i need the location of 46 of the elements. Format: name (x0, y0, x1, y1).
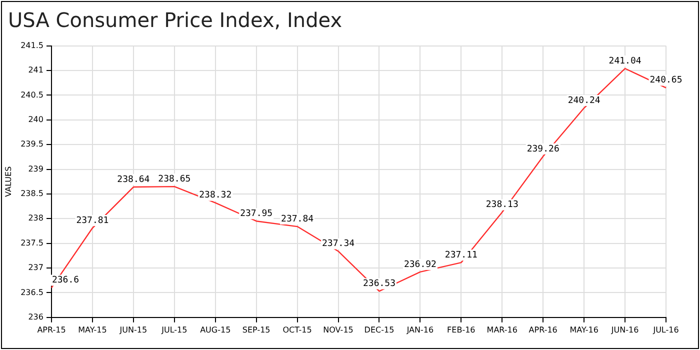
y-tick-label: 236 (28, 312, 44, 322)
x-tick-label: JUL-16 (652, 325, 679, 334)
x-tick-label: MAY-15 (78, 325, 107, 334)
x-tick-label: MAY-16 (570, 325, 598, 334)
y-tick-label: 238 (28, 214, 44, 223)
x-tick-label: FEB-16 (447, 325, 476, 334)
x-tick-label: OCT-15 (282, 325, 312, 334)
y-tick-label: 239.5 (20, 140, 44, 149)
y-tick-label: 236.5 (20, 288, 44, 297)
x-tick-label: NOV-15 (323, 325, 354, 334)
x-tick-label: MAR-16 (486, 325, 518, 334)
data-label: 237.34 (322, 239, 355, 250)
data-label: 239.26 (526, 144, 560, 154)
data-label: 237.81 (76, 216, 109, 226)
x-tick-label: APR-16 (528, 325, 558, 334)
y-axis-title: VALUES (4, 166, 13, 197)
data-label: 237.95 (240, 208, 273, 219)
data-label: 237.84 (281, 214, 314, 224)
data-label: 236.53 (362, 279, 396, 290)
x-tick-label: JAN-16 (406, 325, 434, 334)
y-tick-label: 237.5 (20, 238, 44, 248)
data-label: 236.92 (404, 260, 436, 270)
data-label: 238.32 (199, 190, 232, 201)
y-tick-label: 240 (28, 114, 44, 124)
y-tick-label: 240.5 (20, 90, 44, 100)
data-label: 236.6 (52, 276, 80, 286)
x-tick-label: JUN-15 (118, 325, 148, 334)
data-label: 240.24 (568, 96, 600, 106)
x-tick-label: APR-15 (37, 325, 66, 334)
data-label: 241.04 (608, 56, 642, 66)
y-tick-label: 241 (28, 66, 44, 75)
data-label: 238.64 (117, 174, 150, 185)
x-tick-label: JUL-15 (160, 325, 188, 334)
y-tick-label: 238.5 (20, 189, 44, 198)
chart-title: USA Consumer Price Index, Index (8, 8, 342, 32)
x-tick-label: DEC-15 (364, 325, 394, 334)
x-tick-label: AUG-15 (200, 325, 231, 334)
x-tick-label: JUN-16 (610, 325, 639, 334)
data-label: 238.65 (158, 174, 191, 184)
data-label: 238.13 (486, 200, 518, 210)
data-label: 240.65 (650, 76, 682, 86)
y-tick-label: 237 (28, 263, 44, 272)
y-tick-label: 239 (28, 164, 44, 174)
x-tick-label: SEP-15 (242, 325, 270, 334)
y-tick-label: 241.5 (20, 40, 44, 50)
data-label: 237.11 (444, 250, 478, 260)
